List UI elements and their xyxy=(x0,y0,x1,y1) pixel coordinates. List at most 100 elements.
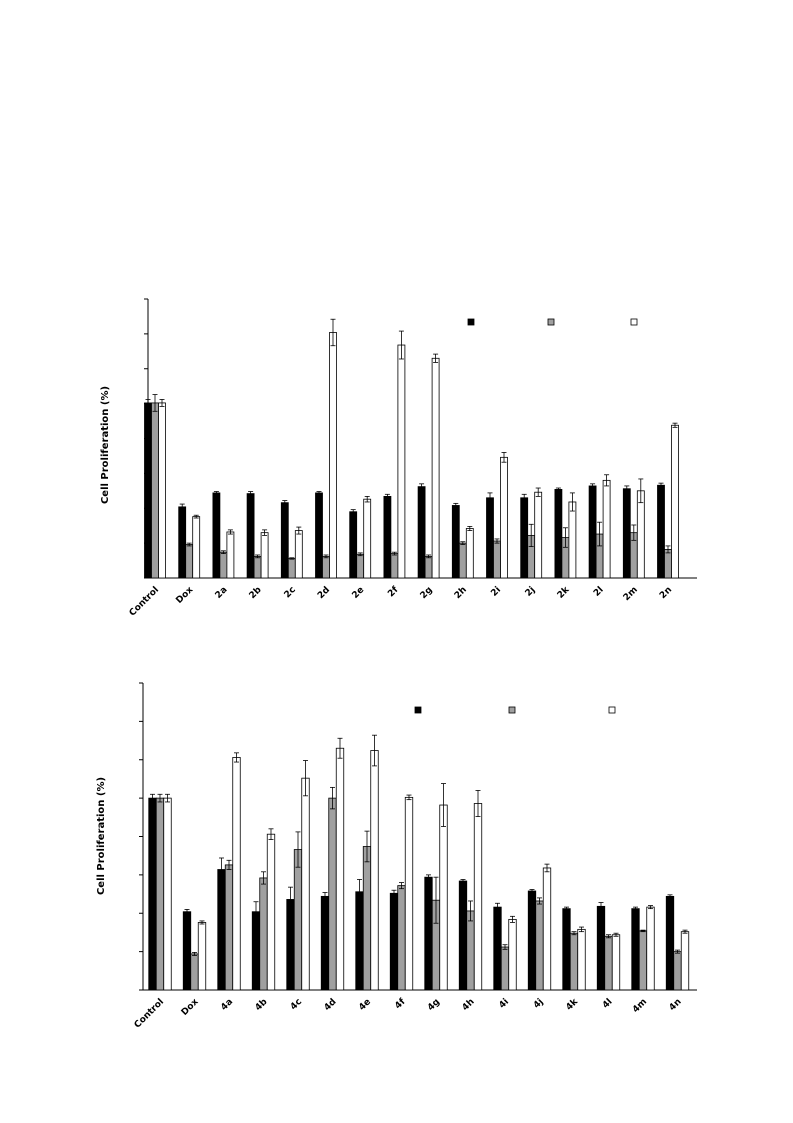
error-bar xyxy=(648,905,653,910)
x-tick-label: 2a xyxy=(214,585,230,601)
legend xyxy=(467,318,638,326)
error-bar xyxy=(562,527,568,548)
legend xyxy=(414,706,616,714)
error-bar xyxy=(665,545,671,554)
bar-2e-s2 xyxy=(356,553,365,579)
bar-4a-s3 xyxy=(232,757,241,991)
x-tick-labels: Control Dox 4a 4b 4c 4d 4e 4f 4g 4h 4i 4j 4k 4l 4m 4n xyxy=(133,996,684,1030)
bar-2c-s2 xyxy=(287,558,296,579)
error-bar xyxy=(316,491,322,495)
error-bar xyxy=(569,492,575,512)
bar-Control-s3 xyxy=(158,402,166,579)
error-bar xyxy=(406,794,412,801)
error-bar xyxy=(255,554,261,559)
x-tick-label: 4k xyxy=(564,996,580,1012)
error-bar xyxy=(364,495,370,503)
error-bar xyxy=(426,874,431,880)
x-tick-label: 2l xyxy=(592,585,606,599)
legend-swatch-1 xyxy=(414,706,422,714)
x-tick-label: 4i xyxy=(497,997,511,1011)
error-bar xyxy=(186,542,192,547)
error-bar xyxy=(268,828,274,840)
x-tick-label: 2k xyxy=(556,584,572,600)
bar-2j-s3 xyxy=(534,491,543,579)
chart-4-series: Cell Proliferation (%) Control Dox 4a 4b 4c 4… xyxy=(96,682,697,1030)
x-tick-label: 2n xyxy=(658,585,674,601)
legend-swatch-1 xyxy=(467,318,475,326)
bar-2n-s2 xyxy=(664,549,672,579)
bar-4h-s1 xyxy=(458,880,468,991)
x-tick-label: 4f xyxy=(393,997,407,1011)
error-bar xyxy=(262,529,268,536)
error-bar xyxy=(391,889,397,897)
bar-4n-s1 xyxy=(665,895,675,991)
bar-Dox-s3 xyxy=(192,516,201,579)
bar-4f-s2 xyxy=(397,885,406,991)
x-tick-label: 4h xyxy=(461,997,477,1013)
error-bar xyxy=(475,790,481,817)
x-tick-label: 2h xyxy=(453,585,469,601)
error-bar xyxy=(624,485,630,492)
bar-2i-s2 xyxy=(493,540,501,579)
legend-swatch-3 xyxy=(630,318,638,326)
error-bar xyxy=(357,552,363,557)
error-bar xyxy=(638,478,644,504)
error-bar xyxy=(399,882,404,890)
error-bar xyxy=(384,493,390,499)
bar-Dox-s3 xyxy=(197,922,207,991)
bar-4i-s2 xyxy=(500,946,510,991)
bar-4m-s1 xyxy=(631,908,640,991)
error-bar xyxy=(226,859,232,870)
error-bar xyxy=(571,931,577,936)
error-bar xyxy=(535,487,541,497)
error-bar xyxy=(289,557,295,560)
bar-2d-s2 xyxy=(322,555,330,579)
bar-2g-s2 xyxy=(424,555,433,579)
error-bar xyxy=(159,399,165,407)
x-tick-label: 2e xyxy=(350,585,366,601)
error-bar xyxy=(433,876,439,924)
error-bar xyxy=(157,793,163,803)
bar-4b-s3 xyxy=(266,833,276,991)
error-bar xyxy=(419,483,425,490)
bar-4k-s3 xyxy=(577,928,586,991)
bar-4l-s2 xyxy=(604,935,613,991)
bar-2i-s3 xyxy=(500,456,508,579)
error-bar xyxy=(391,551,397,556)
bar-Control-s2 xyxy=(151,402,159,579)
bar-4e-s3 xyxy=(370,750,379,991)
error-bar xyxy=(426,554,432,559)
error-bar xyxy=(598,902,604,911)
bar-4f-s1 xyxy=(389,892,399,991)
y-ticks xyxy=(139,682,143,991)
error-bar xyxy=(564,906,569,911)
error-bar xyxy=(521,493,527,502)
bar-2c-s3 xyxy=(294,530,303,579)
bar-2h-s3 xyxy=(465,528,474,579)
bar-4f-s3 xyxy=(404,796,414,991)
error-bar xyxy=(487,492,493,504)
x-tick-label: 4g xyxy=(426,997,442,1013)
error-bar xyxy=(282,500,288,506)
error-bar xyxy=(213,491,219,495)
error-bar xyxy=(357,879,362,905)
x-tick-label: 2f xyxy=(386,585,400,599)
bar-Control-s1 xyxy=(144,402,152,579)
bar-4i-s3 xyxy=(508,918,517,991)
error-bar xyxy=(501,452,507,463)
chart-2-series: Cell Proliferation (%) Control Dox 2a 2b 2c 2… xyxy=(100,298,697,618)
error-bar xyxy=(640,929,646,933)
error-bar xyxy=(220,550,226,554)
error-bar xyxy=(350,509,356,515)
x-tick-label: 4e xyxy=(357,997,373,1013)
x-tick-label: 2c xyxy=(283,585,298,600)
bar-2f-s2 xyxy=(390,553,399,579)
bar-2l-s3 xyxy=(602,479,611,579)
bar-4d-s2 xyxy=(328,797,337,991)
error-bar xyxy=(234,752,239,763)
bar-2g-s1 xyxy=(417,486,426,579)
error-bar xyxy=(150,793,155,803)
error-bar xyxy=(192,951,197,956)
bar-Control-s3 xyxy=(163,797,172,991)
x-tick-label: 4b xyxy=(254,997,270,1013)
